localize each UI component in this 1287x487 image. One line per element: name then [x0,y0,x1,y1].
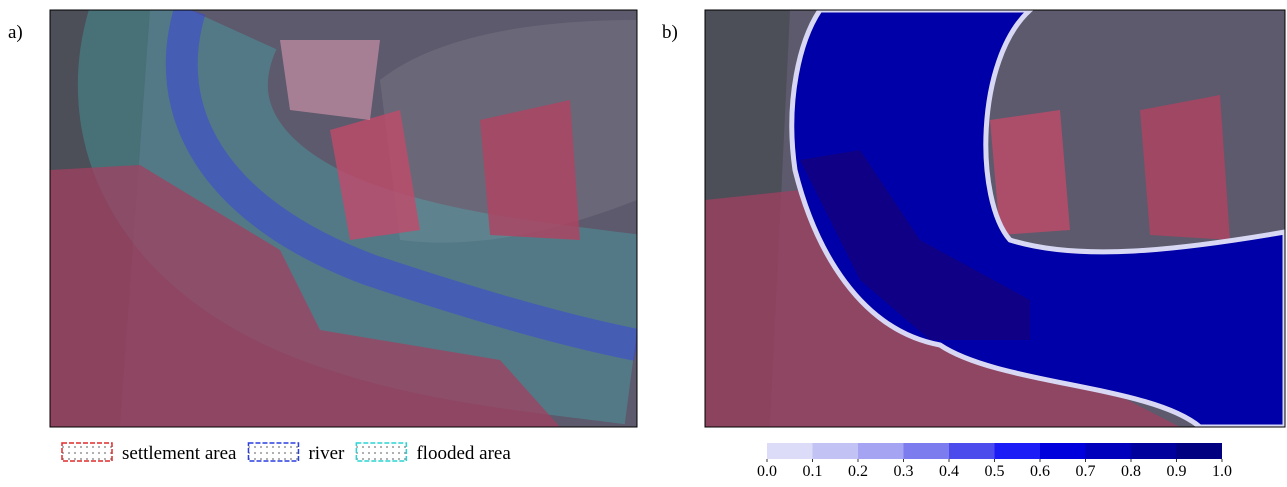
colorbar-tick-label: 1.0 [1212,463,1232,480]
colorbar-tick-label: 0.9 [1167,463,1187,480]
colorbar-segment [949,443,995,459]
legend-label: settlement area [122,443,237,464]
legend-label: river [308,443,345,464]
legend-swatch [356,443,406,461]
legend-label: flooded area [416,443,511,464]
colorbar-tick-label: 0.5 [985,463,1005,480]
colorbar: 0.0 0.1 0.2 0.3 0.4 0.5 0.6 0.7 0.8 0.9 1.0 [757,443,1232,480]
colorbar-segment [1177,443,1223,459]
map-a [50,10,637,427]
colorbar-segment [995,443,1041,459]
colorbar-segment [1040,443,1086,459]
colorbar-segment [1086,443,1132,459]
panel-label: b) [662,22,678,43]
map-b [705,10,1285,427]
legend: settlement area river flooded area [62,443,511,464]
colorbar-tick-label: 0.1 [803,463,823,480]
colorbar-segment [858,443,904,459]
colorbar-tick-label: 0.8 [1121,463,1141,480]
colorbar-tick-label: 0.3 [894,463,914,480]
figure: a) b) settlement area river flooded area 0… [0,0,1287,482]
colorbar-tick-label: 0.4 [939,463,959,480]
colorbar-segment [767,443,813,459]
colorbar-tick-label: 0.2 [848,463,868,480]
colorbar-tick-label: 0.7 [1076,463,1096,480]
legend-swatch [248,443,298,461]
colorbar-segment [1131,443,1177,459]
panel-label: a) [8,22,23,43]
legend-swatch [62,443,112,461]
colorbar-tick-label: 0.6 [1030,463,1050,480]
colorbar-segment [813,443,859,459]
colorbar-tick-label: 0.0 [757,463,777,480]
colorbar-segment [904,443,950,459]
